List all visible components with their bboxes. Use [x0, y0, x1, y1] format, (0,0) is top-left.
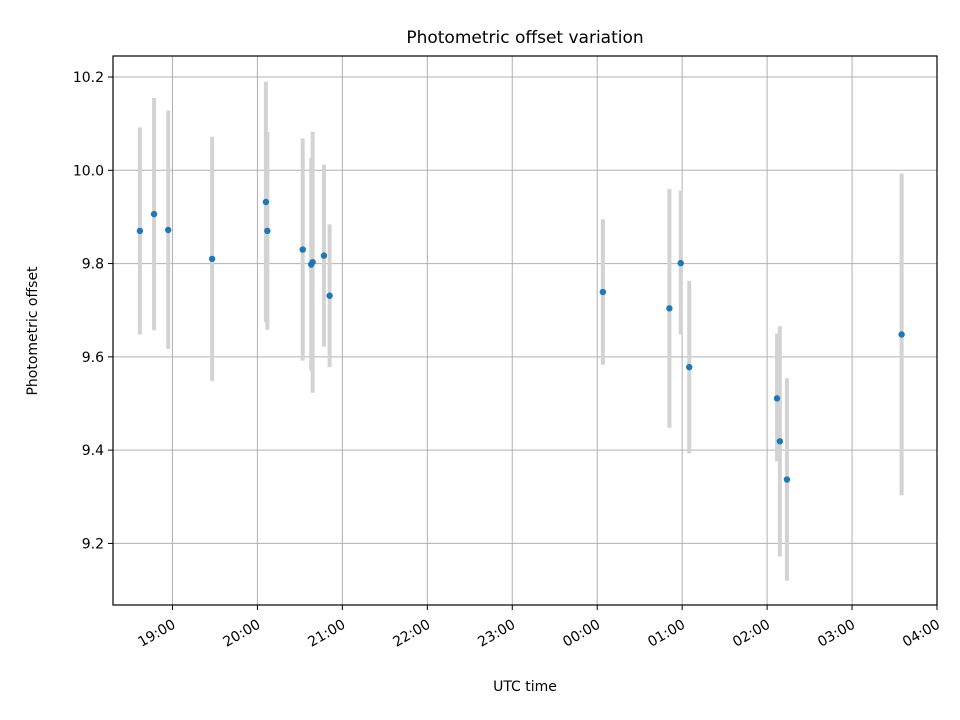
data-point — [326, 292, 333, 299]
data-point — [776, 438, 784, 445]
data-point — [320, 252, 328, 259]
y-tick-label: 9.4 — [82, 443, 104, 459]
data-point — [264, 227, 271, 235]
data-point — [299, 246, 306, 253]
plot-frame — [112, 55, 938, 606]
data-point — [898, 331, 905, 338]
data-point — [208, 255, 216, 263]
data-point — [165, 226, 172, 234]
y-axis-label: Photometric offset — [25, 266, 41, 396]
y-tick-label: 9.6 — [82, 350, 104, 366]
data-points — [136, 198, 905, 483]
data-point — [666, 305, 673, 312]
y-tick-label: 9.2 — [82, 536, 104, 552]
data-point — [150, 210, 158, 218]
data-point — [309, 258, 316, 266]
y-tick-label: 9.8 — [82, 257, 104, 273]
data-point — [599, 288, 607, 296]
data-point — [686, 363, 693, 371]
chart-title: Photometric offset variation — [406, 28, 643, 48]
y-tick-label: 10.2 — [73, 70, 104, 86]
x-axis-label: UTC time — [493, 679, 557, 695]
data-point — [136, 227, 144, 235]
y-tick-label: 10.0 — [73, 163, 104, 179]
data-point — [262, 198, 270, 206]
data-point — [783, 476, 791, 483]
grid — [113, 56, 938, 605]
data-point — [773, 395, 781, 402]
data-point — [677, 259, 684, 267]
